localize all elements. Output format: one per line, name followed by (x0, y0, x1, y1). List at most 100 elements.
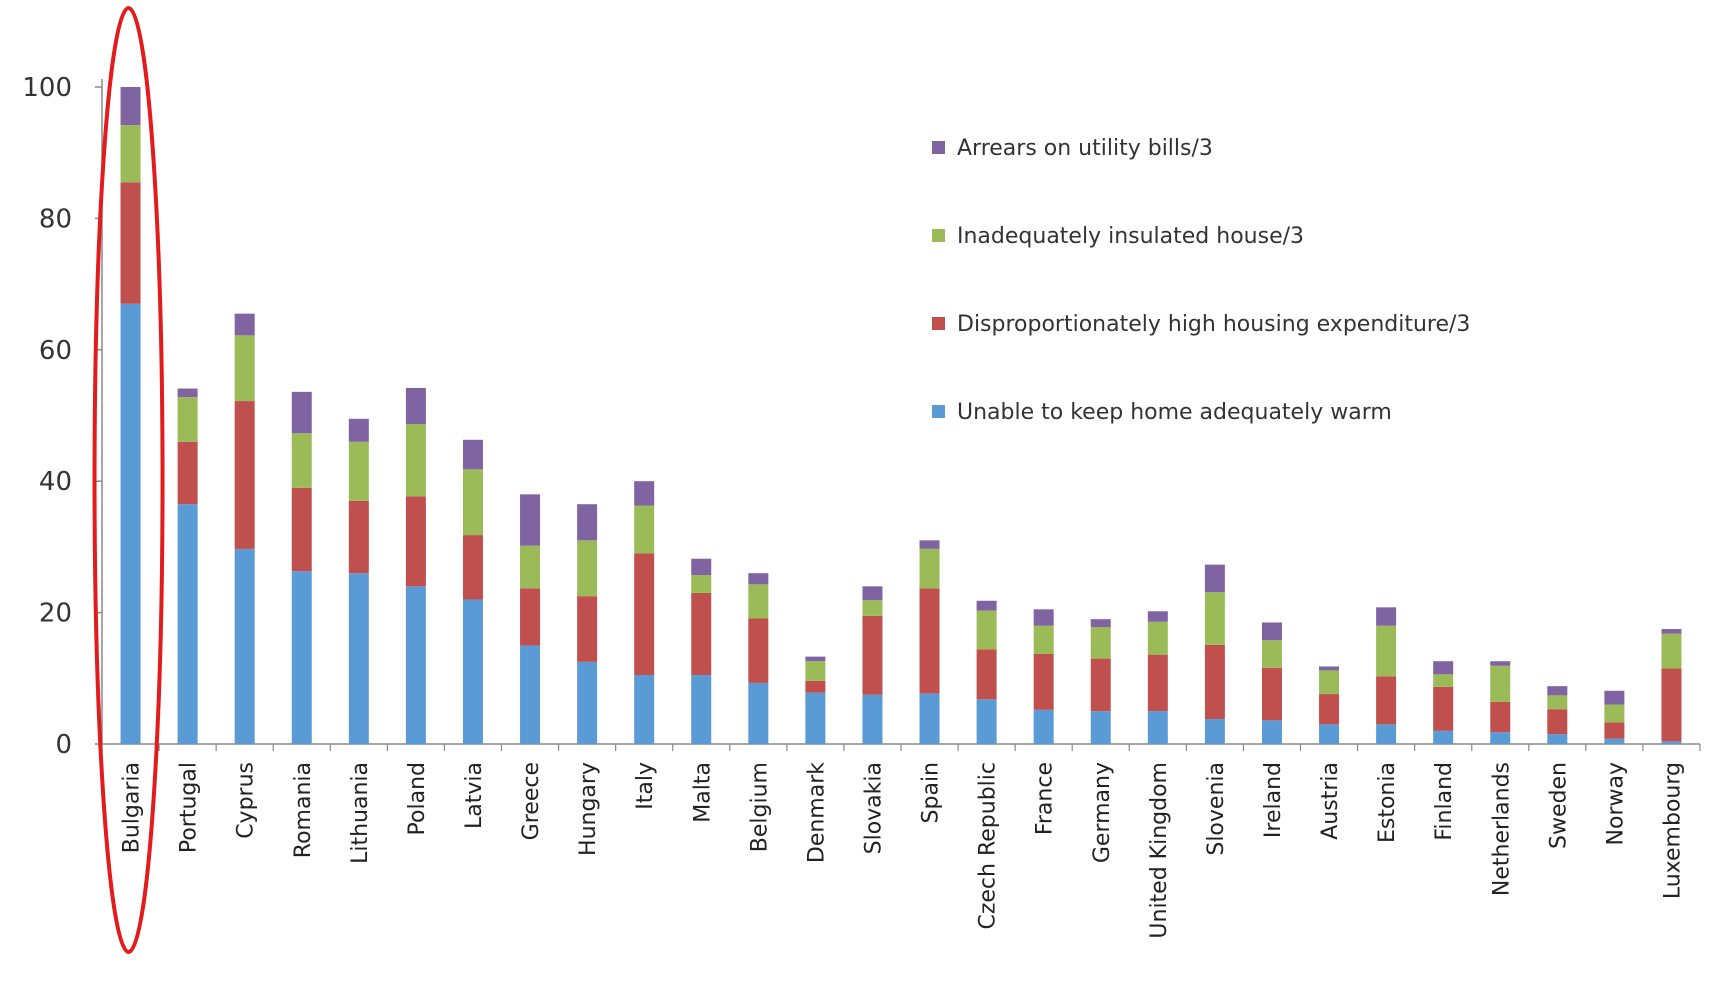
x-tick-label-finland: Finland (1432, 762, 1457, 841)
bar-united-kingdom-inadequately-insulated-house-3 (1147, 621, 1168, 655)
bar-italy-arrears-on-utility-bills-3 (634, 481, 655, 506)
bar-spain-inadequately-insulated-house-3 (919, 548, 940, 589)
x-tick-label-ireland: Ireland (1261, 762, 1286, 838)
x-tick-label-czech-republic: Czech Republic (976, 762, 1001, 930)
bar-romania-unable-to-keep-home-adequately-warm (291, 571, 312, 744)
bar-slovenia-unable-to-keep-home-adequately-warm (1204, 719, 1225, 744)
bar-france-unable-to-keep-home-adequately-warm (1033, 709, 1054, 744)
bar-germany-unable-to-keep-home-adequately-warm (1090, 711, 1111, 744)
bar-france-inadequately-insulated-house-3 (1033, 625, 1054, 654)
bar-luxembourg-inadequately-insulated-house-3 (1661, 633, 1682, 669)
bar-malta-unable-to-keep-home-adequately-warm (691, 675, 712, 744)
y-tick-label: 0 (55, 730, 72, 760)
bar-latvia-inadequately-insulated-house-3 (462, 469, 483, 536)
bar-portugal-inadequately-insulated-house-3 (177, 397, 198, 442)
bar-france-arrears-on-utility-bills-3 (1033, 609, 1054, 626)
bar-malta-arrears-on-utility-bills-3 (691, 558, 712, 576)
bar-czech-republic-inadequately-insulated-house-3 (976, 610, 997, 650)
x-tick-label-cyprus: Cyprus (234, 762, 259, 839)
bar-united-kingdom-disproportionately-high-housing-expenditure-3 (1147, 654, 1168, 712)
bar-lithuania-arrears-on-utility-bills-3 (348, 418, 369, 442)
bar-hungary-arrears-on-utility-bills-3 (577, 504, 598, 541)
bar-austria-unable-to-keep-home-adequately-warm (1319, 724, 1340, 744)
bar-portugal-unable-to-keep-home-adequately-warm (177, 504, 198, 744)
bar-denmark-arrears-on-utility-bills-3 (805, 656, 826, 662)
bar-netherlands-inadequately-insulated-house-3 (1490, 665, 1511, 702)
legend-swatch-arrears-on-utility-bills-3 (932, 141, 945, 154)
x-tick-label-united-kingdom: United Kingdom (1147, 762, 1172, 939)
bar-hungary-unable-to-keep-home-adequately-warm (577, 661, 598, 744)
bar-luxembourg-arrears-on-utility-bills-3 (1661, 629, 1682, 634)
bar-norway-disproportionately-high-housing-expenditure-3 (1604, 722, 1625, 739)
axes: 0 20 40 60 80 100 (22, 73, 1701, 760)
bar-denmark-unable-to-keep-home-adequately-warm (805, 692, 826, 744)
bars (120, 87, 1682, 744)
bar-portugal-disproportionately-high-housing-expenditure-3 (177, 441, 198, 505)
bar-austria-disproportionately-high-housing-expenditure-3 (1319, 694, 1340, 725)
bar-czech-republic-disproportionately-high-housing-expenditure-3 (976, 649, 997, 700)
bar-netherlands-unable-to-keep-home-adequately-warm (1490, 732, 1511, 744)
bar-ireland-arrears-on-utility-bills-3 (1261, 622, 1282, 641)
bar-slovakia-arrears-on-utility-bills-3 (862, 586, 883, 601)
bar-cyprus-arrears-on-utility-bills-3 (234, 313, 255, 336)
bar-malta-disproportionately-high-housing-expenditure-3 (691, 592, 712, 676)
bar-ireland-disproportionately-high-housing-expenditure-3 (1261, 667, 1282, 721)
bar-denmark-inadequately-insulated-house-3 (805, 661, 826, 681)
bar-france-disproportionately-high-housing-expenditure-3 (1033, 653, 1054, 710)
x-tick-label-sweden: Sweden (1546, 762, 1571, 849)
bar-sweden-disproportionately-high-housing-expenditure-3 (1547, 709, 1568, 735)
bar-bulgaria-unable-to-keep-home-adequately-warm (120, 303, 141, 744)
bar-poland-disproportionately-high-housing-expenditure-3 (405, 496, 426, 587)
legend-label-inadequately-insulated-house-3: Inadequately insulated house/3 (957, 224, 1304, 249)
bar-bulgaria-arrears-on-utility-bills-3 (120, 87, 141, 126)
bar-belgium-inadequately-insulated-house-3 (748, 584, 769, 619)
x-tick-label-austria: Austria (1318, 762, 1343, 840)
bar-luxembourg-unable-to-keep-home-adequately-warm (1661, 741, 1682, 744)
bar-italy-unable-to-keep-home-adequately-warm (634, 675, 655, 744)
bar-finland-arrears-on-utility-bills-3 (1433, 661, 1454, 675)
legend-swatch-unable-to-keep-home-adequately-warm (932, 405, 945, 418)
x-tick-label-estonia: Estonia (1375, 762, 1400, 843)
bar-poland-arrears-on-utility-bills-3 (405, 387, 426, 425)
bar-sweden-inadequately-insulated-house-3 (1547, 695, 1568, 710)
bar-denmark-disproportionately-high-housing-expenditure-3 (805, 680, 826, 693)
bar-slovakia-disproportionately-high-housing-expenditure-3 (862, 615, 883, 695)
bar-norway-unable-to-keep-home-adequately-warm (1604, 738, 1625, 744)
legend-label-arrears-on-utility-bills-3: Arrears on utility bills/3 (957, 136, 1213, 161)
annotation-layer (92, 6, 165, 954)
bar-poland-inadequately-insulated-house-3 (405, 424, 426, 497)
bar-czech-republic-arrears-on-utility-bills-3 (976, 600, 997, 611)
bar-sweden-unable-to-keep-home-adequately-warm (1547, 734, 1568, 744)
legend-swatch-disproportionately-high-housing-expenditure-3 (932, 317, 945, 330)
bar-estonia-arrears-on-utility-bills-3 (1376, 607, 1397, 626)
x-tick-label-malta: Malta (690, 762, 715, 823)
x-tick-label-france: France (1033, 762, 1058, 835)
x-tick-label-norway: Norway (1603, 762, 1628, 845)
bar-belgium-arrears-on-utility-bills-3 (748, 573, 769, 585)
y-tick-label: 80 (39, 204, 72, 234)
bar-finland-disproportionately-high-housing-expenditure-3 (1433, 686, 1454, 731)
bar-bulgaria-disproportionately-high-housing-expenditure-3 (120, 182, 141, 304)
x-tick-label-lithuania: Lithuania (348, 762, 373, 864)
bar-germany-arrears-on-utility-bills-3 (1090, 619, 1111, 628)
x-tick-label-greece: Greece (519, 762, 544, 840)
x-tick-label-portugal: Portugal (177, 762, 202, 853)
bar-cyprus-unable-to-keep-home-adequately-warm (234, 548, 255, 744)
bar-ireland-inadequately-insulated-house-3 (1261, 640, 1282, 668)
bar-finland-unable-to-keep-home-adequately-warm (1433, 730, 1454, 744)
bar-bulgaria-inadequately-insulated-house-3 (120, 125, 141, 183)
bar-latvia-disproportionately-high-housing-expenditure-3 (462, 535, 483, 600)
bar-greece-unable-to-keep-home-adequately-warm (520, 645, 541, 744)
legend: Arrears on utility bills/3 Inadequately i… (932, 136, 1470, 425)
bar-united-kingdom-unable-to-keep-home-adequately-warm (1147, 711, 1168, 744)
bar-germany-inadequately-insulated-house-3 (1090, 627, 1111, 659)
y-tick-label: 100 (22, 73, 72, 103)
bar-italy-inadequately-insulated-house-3 (634, 505, 655, 554)
x-tick-label-germany: Germany (1090, 762, 1115, 863)
bar-slovenia-disproportionately-high-housing-expenditure-3 (1204, 644, 1225, 720)
bar-norway-inadequately-insulated-house-3 (1604, 704, 1625, 723)
y-tick-label: 60 (39, 336, 72, 366)
bar-netherlands-arrears-on-utility-bills-3 (1490, 661, 1511, 666)
x-tick-label-netherlands: Netherlands (1489, 762, 1514, 896)
